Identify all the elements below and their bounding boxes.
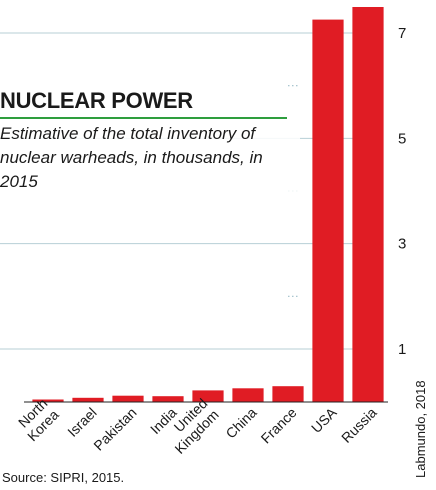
y-tick-label: 1 (398, 341, 406, 358)
x-tick-label: Russia (338, 404, 380, 446)
x-tick-label-line: China (222, 404, 259, 441)
x-tick-label-line: Pakistan (90, 404, 139, 453)
x-tick-label: Pakistan (90, 404, 139, 453)
x-tick-label: USA (308, 404, 340, 436)
bar-usa (312, 19, 344, 402)
y-tick-label: 5 (398, 130, 406, 147)
x-tick-label: UnitedKingdom (160, 395, 222, 457)
x-tick-label-line: France (258, 404, 300, 446)
bar-israel (72, 397, 104, 402)
chart-title: NUCLEAR POWER (0, 88, 193, 113)
x-tick-label-line: Israel (64, 404, 100, 440)
y-tick-label: 7 (398, 25, 406, 42)
x-tick-label-line: Russia (338, 404, 380, 446)
x-tick-label: France (258, 404, 300, 446)
credit-note: Labmundo, 2018 (413, 380, 428, 478)
bar-north-korea (32, 399, 64, 402)
x-tick-label: Israel (64, 404, 100, 440)
bar-france (272, 386, 304, 402)
bar-united-kingdom (192, 390, 224, 402)
x-tick-label: China (222, 404, 259, 441)
y-tick-label: 3 (398, 236, 406, 253)
title-underline (0, 117, 287, 119)
chart-subtitle: Estimative of the total inventory of nuc… (0, 122, 300, 194)
bars (24, 7, 388, 403)
source-note: Source: SIPRI, 2015. (2, 470, 125, 485)
bar-russia (352, 7, 384, 402)
bar-china (232, 388, 264, 402)
bar-india (152, 396, 184, 402)
bar-pakistan (112, 395, 144, 402)
x-tick-label-line: USA (308, 404, 340, 436)
y-axis-tick-labels: 1 3 5 7 (398, 25, 406, 358)
